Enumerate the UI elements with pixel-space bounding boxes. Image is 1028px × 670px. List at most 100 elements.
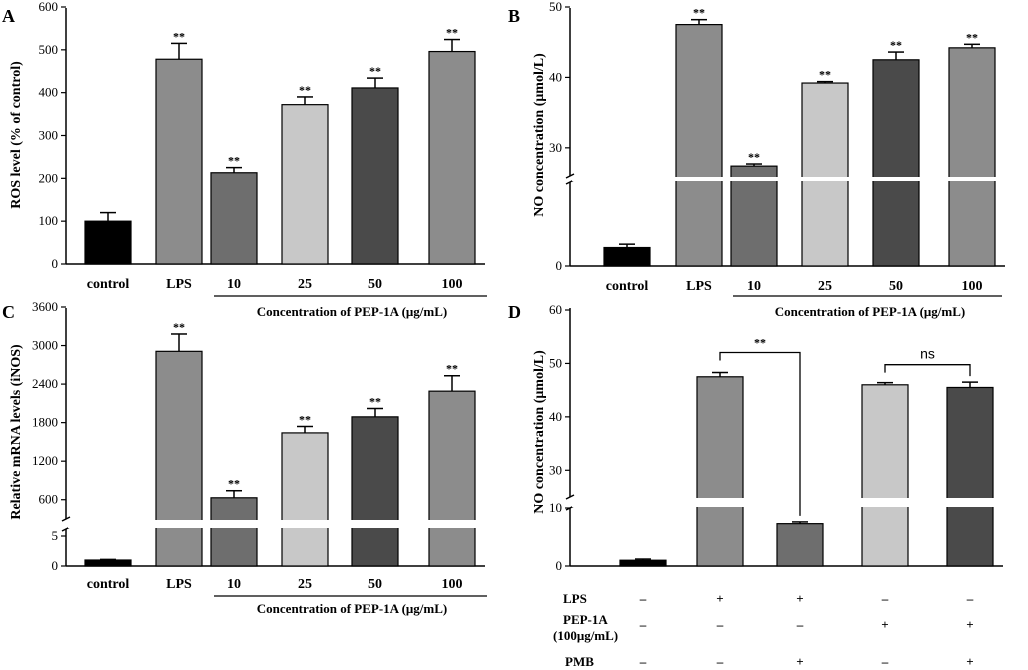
panel-b-bar [603,246,651,267]
panel-b-y-axis-title: NO concentration (μmol/L) [532,53,547,217]
panel-a-category-label: 25 [298,277,312,292]
panel-d-condition-pmb-label: PMB [565,654,594,669]
panel-a-y-tick-label: 200 [39,170,59,185]
panel-a-category-label: control [87,277,130,292]
panel-c-y-tick-label: 3000 [32,338,58,353]
panel-a-bar [351,87,399,265]
panel-d-condition-cell: + [881,617,888,632]
panel-c-category-label: 50 [368,577,382,592]
panel-a-category-label: LPS [166,277,192,292]
panel-d-condition-cell: – [716,617,724,632]
panel-c-axis-break-mark [61,516,71,522]
panel-b-bar [675,24,723,267]
panel-d-comparison-bracket [719,351,801,516]
panel-a-x-axis-title: Concentration of PEP-1A (μg/mL) [257,304,447,319]
panel-c-significance-label: ** [228,477,240,491]
panel-d-condition-cell: + [966,654,973,669]
panel-a-significance-label: ** [446,26,458,40]
panel-d-condition-cell: + [716,591,723,606]
panel-a-y-axis-title: ROS level (% of control) [9,61,24,209]
panel-d-y-tick-label: 30 [549,462,562,477]
panel-d-bar [946,386,994,567]
panel-d-condition-cell: – [716,654,724,669]
panel-d-condition-cell: – [639,617,647,632]
panel-c-y-tick-label: 1200 [32,453,58,468]
panel-d-comparison-bracket [884,364,971,377]
panel-d-condition-cell: – [966,591,974,606]
panel-b-bar [948,47,996,267]
panel-c-category-label: control [87,577,130,592]
panel-b-x-axis-title: Concentration of PEP-1A (μg/mL) [775,304,965,319]
panel-a-category-label: 10 [227,277,241,292]
panel-c-x-axis-title: Concentration of PEP-1A (μg/mL) [257,601,447,616]
panel-b-significance-label: ** [748,150,760,164]
panel-c-bar [281,432,329,567]
panel-b-axis-break-band [572,177,1007,181]
panel-a-y-tick-label: 500 [39,42,59,57]
panel-b-y-tick-label: 40 [549,69,562,84]
panel-b-category-label: LPS [686,279,712,294]
panel-a-y-tick-label: 600 [39,0,59,14]
panel-c-significance-label: ** [173,320,185,334]
panel-c-y-tick-label: 1800 [32,415,58,430]
panel-c-bar [351,416,399,567]
panel-letter-b: B [508,6,520,26]
panel-b-y-tick-label: 30 [549,140,562,155]
panel-b-category-label: 50 [889,279,903,294]
panel-d-axis-break-band [572,498,1005,507]
panel-d-condition-cell: + [796,654,803,669]
panel-a-significance-label: ** [173,29,185,43]
panel-c-y-tick-label: 3600 [32,299,58,314]
panel-d-condition-cell: + [966,617,973,632]
panel-c-y-tick-label: 0 [52,558,59,573]
panel-d-y-tick-label: 40 [549,409,562,424]
panel-a-y-tick-label: 100 [39,213,59,228]
panel-d-comparison-label: ns [920,346,935,362]
panel-d-bar [619,559,667,567]
panel-c-significance-label: ** [299,412,311,426]
panel-d-bar [776,523,824,567]
panel-letter-c: C [2,302,15,322]
panel-b-category-label: 100 [962,279,983,294]
panel-b-bar [801,82,849,267]
panel-c-bar [428,390,476,567]
panel-b-category-label: 10 [747,279,761,294]
panel-a-y-tick-label: 300 [39,128,59,143]
panel-d-y-tick-label: 0 [556,558,563,573]
panel-a-bar [155,58,203,265]
panel-c-category-label: 25 [298,577,312,592]
panel-b-y-tick-label: 50 [549,0,562,14]
panel-c-bar [210,497,258,567]
panel-a-bar [84,220,132,265]
panel-c-category-label: 10 [227,577,241,592]
panel-d-condition-pep-label: PEP-1A [563,612,608,627]
panel-d-condition-cell: – [639,654,647,669]
panel-d-condition-pep-label-2: (100μg/mL) [553,628,618,643]
panel-a-category-label: 50 [368,277,382,292]
panel-a-significance-label: ** [299,83,311,97]
panel-a-y-tick-label: 0 [52,256,59,271]
panel-a-category-label: 100 [442,277,463,292]
panel-letter-d: D [508,302,521,322]
panel-a-bar [281,104,329,265]
panel-c-axis-break-band [68,520,487,528]
panel-c-category-label: LPS [166,577,192,592]
panel-d-condition-cell: – [881,654,889,669]
panel-d-y-axis-title: NO concentration (μmol/L) [532,350,547,514]
panel-c-category-label: 100 [442,577,463,592]
panel-a-bar [428,50,476,265]
panel-b-y-tick-label: 0 [556,258,563,273]
panel-c-y-tick-label: 5 [52,528,59,543]
panel-d-condition-cell: – [639,591,647,606]
panel-b-significance-label: ** [890,38,902,52]
panel-b-significance-label: ** [819,68,831,82]
panel-b-significance-label: ** [693,6,705,20]
panel-b-bar [730,165,778,267]
panel-d-condition-cell: – [796,617,804,632]
panel-c-y-tick-label: 600 [39,492,59,507]
panel-b-category-label: control [606,279,649,294]
panel-d-comparison-label: ** [754,336,766,350]
panel-b-category-label: 25 [818,279,832,294]
panel-d-bar [696,376,744,567]
